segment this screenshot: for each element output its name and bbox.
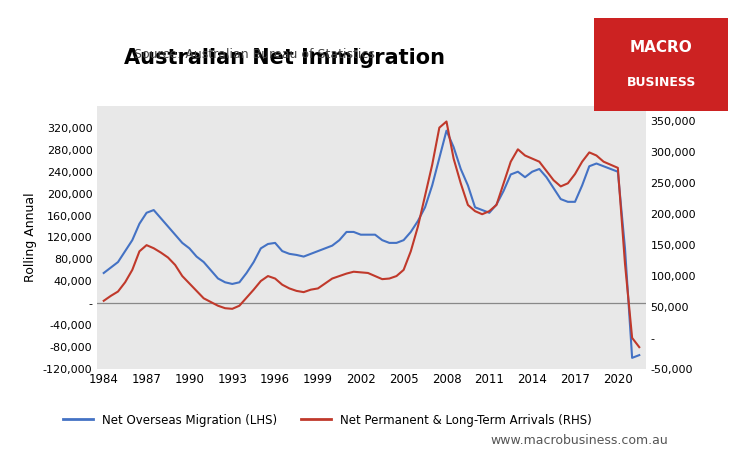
Text: www.macrobusiness.com.au: www.macrobusiness.com.au [490, 434, 669, 447]
Text: Source: Australian Bureau of Statistics: Source: Australian Bureau of Statistics [134, 48, 374, 61]
Y-axis label: Rolling Annual: Rolling Annual [25, 193, 37, 282]
Text: Australian Net Immigration: Australian Net Immigration [124, 48, 445, 68]
Text: BUSINESS: BUSINESS [626, 77, 696, 89]
Legend: Net Overseas Migration (LHS), Net Permanent & Long-Term Arrivals (RHS): Net Overseas Migration (LHS), Net Perman… [59, 409, 597, 431]
Text: MACRO: MACRO [630, 41, 692, 55]
